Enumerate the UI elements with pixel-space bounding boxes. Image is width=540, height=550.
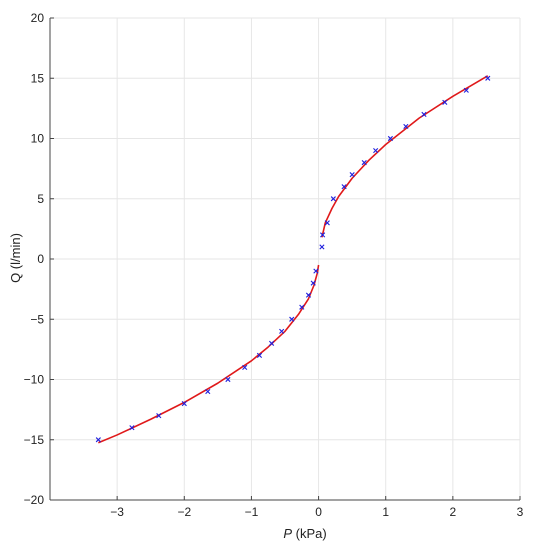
data-point-marker [330, 196, 336, 202]
data-point-marker [387, 135, 394, 142]
x-tick-label: 3 [517, 505, 524, 519]
marker-stroke [256, 352, 263, 358]
marker-stroke [373, 147, 379, 154]
data-point-marker [442, 99, 448, 105]
x-axis-label-variable: P [283, 526, 292, 541]
y-tick-label: 15 [31, 71, 45, 85]
y-tick-label: −20 [24, 493, 45, 507]
marker-stroke [361, 160, 367, 166]
y-tick-label: 10 [31, 132, 45, 146]
data-point-marker [310, 280, 316, 286]
marker-stroke [242, 364, 248, 371]
marker-stroke [319, 244, 325, 250]
marker-stroke [421, 111, 427, 117]
data-point-marker [225, 376, 231, 383]
data-point-marker [324, 220, 330, 226]
marker-stroke [463, 87, 469, 93]
data-point-marker [485, 75, 491, 81]
data-point-marker [268, 340, 275, 346]
y-tick-label: −10 [24, 373, 45, 387]
marker-stroke [95, 437, 101, 443]
x-axis-label-unit: (kPa) [292, 526, 327, 541]
marker-stroke [181, 401, 187, 407]
data-point-marker [156, 413, 162, 419]
data-points-layer [95, 75, 491, 443]
data-point-marker [305, 292, 312, 298]
marker-stroke [129, 425, 135, 431]
marker-stroke [387, 135, 394, 142]
marker-stroke [324, 220, 330, 226]
marker-stroke [225, 376, 231, 383]
marker-stroke [268, 340, 275, 346]
data-point-marker [95, 437, 101, 443]
y-tick-label: −5 [30, 312, 44, 326]
data-point-marker [289, 316, 295, 322]
x-axis-label: P (kPa) [283, 526, 326, 541]
marker-stroke [299, 304, 305, 310]
data-point-marker [319, 244, 325, 250]
marker-stroke [320, 232, 326, 238]
marker-stroke [313, 268, 319, 274]
data-point-marker [129, 425, 135, 431]
data-point-marker [373, 147, 379, 154]
x-tick-label: −1 [245, 505, 259, 519]
x-tick-label: 1 [382, 505, 389, 519]
grid-layer [50, 17, 521, 501]
x-tick-label: 2 [450, 505, 457, 519]
x-tick-label: −2 [177, 505, 191, 519]
data-point-marker [205, 388, 211, 395]
data-point-marker [320, 232, 326, 238]
data-point-marker [242, 364, 248, 371]
marker-stroke [289, 316, 295, 322]
data-point-marker [421, 111, 427, 117]
data-point-marker [403, 123, 409, 130]
data-point-marker [256, 352, 263, 358]
x-tick-label: −3 [110, 505, 124, 519]
axes-layer [49, 17, 521, 501]
data-point-marker [181, 401, 187, 407]
data-point-marker [279, 328, 285, 334]
fit-curve-layer [98, 75, 489, 444]
data-point-marker [299, 304, 305, 310]
y-tick-label: 5 [37, 192, 44, 206]
y-axis-label: Q (l/min) [8, 233, 23, 283]
marker-stroke [310, 280, 316, 286]
marker-stroke [349, 172, 355, 178]
y-tick-label: 20 [31, 11, 45, 25]
data-point-marker [349, 172, 355, 178]
data-point-marker [463, 87, 469, 93]
marker-stroke [485, 75, 491, 81]
marker-stroke [205, 388, 211, 395]
y-tick-label: 0 [37, 252, 44, 266]
data-point-marker [361, 160, 367, 166]
marker-stroke [156, 413, 162, 419]
data-point-marker [313, 268, 319, 274]
x-tick-label: 0 [315, 505, 322, 519]
fit-curve-segment [321, 75, 489, 238]
marker-stroke [279, 328, 285, 334]
marker-stroke [442, 99, 448, 105]
marker-stroke [305, 292, 312, 298]
marker-stroke [403, 123, 409, 130]
marker-stroke [341, 184, 347, 190]
marker-stroke [330, 196, 336, 202]
data-point-marker [341, 184, 347, 190]
y-tick-label: −15 [24, 433, 45, 447]
fit-curve-segment [98, 264, 320, 444]
